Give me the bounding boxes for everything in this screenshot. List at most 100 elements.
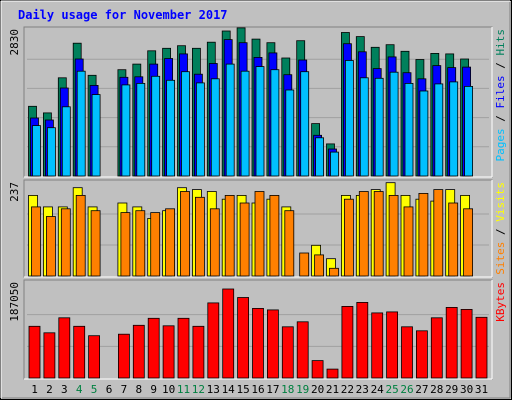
bar-pages-day-4 xyxy=(76,70,86,177)
bar-sites-day-11 xyxy=(180,191,190,277)
bar-sites-day-24 xyxy=(373,191,384,277)
x-tick-label: 5 xyxy=(91,383,98,396)
x-tick-label: 3 xyxy=(61,383,68,396)
bar-pages-day-16 xyxy=(255,66,265,177)
bar-kbytes-day-30 xyxy=(460,308,473,379)
bar-sites-day-10 xyxy=(165,208,176,277)
bar-kbytes-day-15 xyxy=(237,297,250,379)
bar-pages-day-24 xyxy=(374,77,384,177)
bar-pages-day-18 xyxy=(285,89,295,177)
bar-sites-day-29 xyxy=(448,202,459,277)
legend-part: Sites xyxy=(494,242,507,275)
bar-sites-day-17 xyxy=(269,194,280,277)
x-tick-label: 4 xyxy=(76,383,83,396)
bar-pages-day-17 xyxy=(270,69,280,177)
bar-sites-day-9 xyxy=(150,212,161,277)
x-tick-label: 26 xyxy=(400,383,413,396)
bar-kbytes-day-2 xyxy=(43,332,56,379)
bar-sites-day-19 xyxy=(299,252,310,277)
bar-pages-day-12 xyxy=(195,82,205,177)
bar-kbytes-day-26 xyxy=(401,326,413,379)
x-tick-label: 8 xyxy=(135,383,142,396)
bar-pages-day-2 xyxy=(47,127,56,177)
x-tick-label: 21 xyxy=(326,383,339,396)
bar-kbytes-day-4 xyxy=(73,325,86,379)
bar-pages-day-20 xyxy=(315,137,325,177)
y-max-label: 2830 xyxy=(8,29,21,56)
bar-pages-day-3 xyxy=(61,106,71,177)
bar-pages-day-11 xyxy=(181,71,190,177)
bar-sites-day-2 xyxy=(46,216,56,277)
bar-pages-day-29 xyxy=(449,81,459,177)
bar-kbytes-day-1 xyxy=(28,325,41,379)
bar-kbytes-day-23 xyxy=(356,301,369,379)
bar-kbytes-day-19 xyxy=(296,321,309,379)
bar-kbytes-day-11 xyxy=(177,317,190,379)
bar-kbytes-day-5 xyxy=(88,335,100,379)
bar-pages-day-28 xyxy=(434,83,444,177)
bar-pages-day-25 xyxy=(389,71,399,177)
bar-kbytes-day-22 xyxy=(341,305,354,379)
bar-kbytes-day-9 xyxy=(147,317,160,379)
x-tick-label: 30 xyxy=(460,383,473,396)
x-tick-label: 23 xyxy=(356,383,369,396)
bar-sites-day-15 xyxy=(239,202,250,277)
legend-part: Visits xyxy=(494,182,507,222)
x-tick-label: 19 xyxy=(296,383,309,396)
bar-sites-day-30 xyxy=(463,208,474,277)
bar-kbytes-day-27 xyxy=(415,330,428,379)
bar-sites-day-12 xyxy=(194,196,205,277)
bar-sites-day-3 xyxy=(60,208,71,277)
bar-pages-day-19 xyxy=(300,71,310,177)
bar-pages-day-1 xyxy=(32,125,41,177)
series-legend: Sites / Visits xyxy=(494,182,507,275)
series-legend: Pages / Files / Hits xyxy=(494,29,507,162)
bar-sites-day-25 xyxy=(388,194,399,277)
x-tick-label: 1 xyxy=(31,383,38,396)
bar-pages-day-8 xyxy=(136,83,146,177)
legend-part: KBytes xyxy=(494,282,507,322)
bar-sites-day-27 xyxy=(418,192,429,277)
series-legend: KBytes xyxy=(494,282,507,322)
bar-kbytes-day-8 xyxy=(132,324,145,379)
y-max-label: 187050 xyxy=(8,282,21,322)
bar-kbytes-day-29 xyxy=(445,306,458,379)
x-tick-label: 20 xyxy=(311,383,324,396)
legend-part: Hits xyxy=(494,29,507,56)
x-tick-label: 29 xyxy=(445,383,458,396)
panel-visits_sites: 237 Sites / Visits xyxy=(8,179,507,278)
bar-sites-day-7 xyxy=(120,212,131,277)
legend-part: / xyxy=(494,109,507,129)
bar-kbytes-day-13 xyxy=(207,302,220,379)
x-tick-label: 31 xyxy=(475,383,488,396)
chart-title: Daily usage for November 2017 xyxy=(18,8,228,22)
x-tick-label: 11 xyxy=(177,383,190,396)
panel-hits_files_pages: 2830 Pages / Files / Hits xyxy=(8,26,507,178)
x-tick-label: 2 xyxy=(46,383,53,396)
bar-pages-day-27 xyxy=(419,90,429,177)
x-tick-label: 17 xyxy=(266,383,279,396)
bar-pages-day-21 xyxy=(330,151,339,177)
x-tick-label: 7 xyxy=(121,383,128,396)
bar-pages-day-10 xyxy=(166,79,176,177)
x-tick-label: 18 xyxy=(281,383,294,396)
bar-pages-day-30 xyxy=(464,86,474,177)
bar-sites-day-22 xyxy=(343,198,354,277)
bar-kbytes-day-7 xyxy=(118,333,130,379)
bar-kbytes-day-12 xyxy=(192,325,205,379)
bar-pages-day-14 xyxy=(225,63,235,177)
bar-sites-day-28 xyxy=(433,189,444,277)
x-tick-label: 25 xyxy=(385,383,398,396)
chart-panels: 2830 Pages / Files / Hits 237 Sites / Visit… xyxy=(8,26,507,380)
bar-kbytes-day-21 xyxy=(326,368,339,379)
y-max-label: 237 xyxy=(8,182,21,202)
panel-kbytes: 187050 KBytes xyxy=(8,279,507,380)
bar-kbytes-day-18 xyxy=(281,326,294,379)
bar-kbytes-day-24 xyxy=(371,312,384,379)
x-tick-label: 10 xyxy=(162,383,175,396)
bar-kbytes-day-31 xyxy=(475,316,488,379)
bar-sites-day-5 xyxy=(90,210,101,277)
bar-kbytes-day-20 xyxy=(311,360,324,379)
bar-pages-day-9 xyxy=(151,75,161,177)
